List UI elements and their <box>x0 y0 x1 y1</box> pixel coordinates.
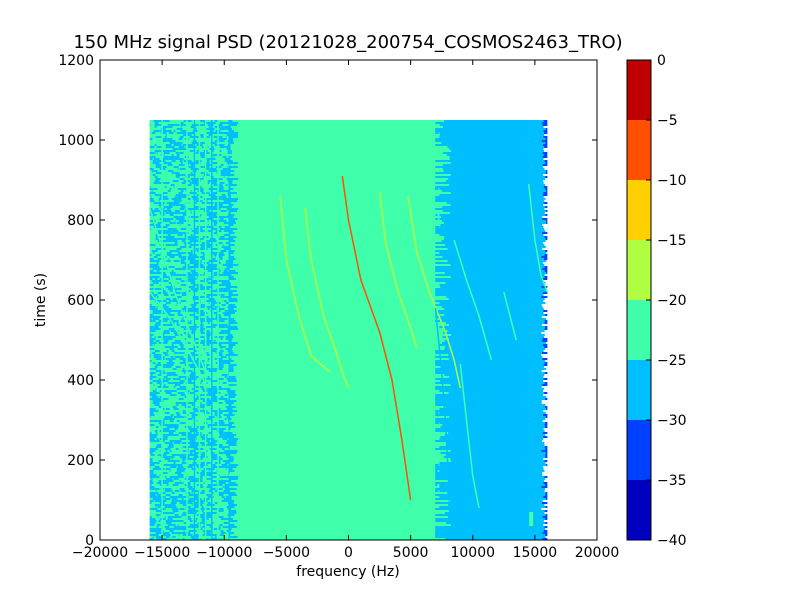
signal-spot <box>529 512 534 526</box>
signal-trace <box>527 183 548 293</box>
spectrum-region <box>230 120 440 540</box>
y-tick-label: 400 <box>67 373 94 389</box>
colorbar-tick-label: −25 <box>657 353 687 369</box>
y-axis: 0 200 400 600 800 1000 1200 <box>58 53 597 549</box>
signal-trace <box>459 363 480 509</box>
x-axis: −20000 −15000 −10000 −5000 0 5000 10000 15000 20… <box>72 60 619 561</box>
y-axis-label: time (s) <box>33 273 49 327</box>
heatmap-layer <box>148 120 548 540</box>
signal-trace <box>378 191 418 349</box>
colorbar-segment <box>627 300 651 360</box>
colorbar-segment <box>627 180 651 240</box>
y-tick-label: 600 <box>67 293 94 309</box>
signal-trace <box>503 291 517 341</box>
colorbar-segment <box>627 60 651 120</box>
signal-trace <box>279 195 331 373</box>
signal-trace <box>407 195 462 389</box>
x-tick-label: 10000 <box>450 545 495 561</box>
colorbar-tick-label: −10 <box>657 173 687 189</box>
colorbar-tick-label: 0 <box>657 53 666 69</box>
x-tick-label: 20000 <box>575 545 620 561</box>
y-tick-label: 1000 <box>58 133 94 149</box>
spectrum-region <box>439 120 548 540</box>
x-tick-label: −15000 <box>134 545 190 561</box>
colorbar-segment <box>627 240 651 300</box>
colorbar-tick-label: −30 <box>657 413 687 429</box>
colorbar-segment <box>627 360 651 420</box>
x-tick-label: −10000 <box>196 545 252 561</box>
colorbar-tick-label: −35 <box>657 473 687 489</box>
colorbar-tick-label: −15 <box>657 233 687 249</box>
plot-area: −20000 −15000 −10000 −5000 0 5000 10000 15000 20… <box>58 53 619 561</box>
colorbar: −40 −35 −30 −25 −20 −15 −10 −5 0 <box>626 53 687 549</box>
signal-trace <box>149 291 207 385</box>
colorbar-tick-label: −5 <box>657 113 678 129</box>
colorbar-tick-label: −20 <box>657 293 687 309</box>
x-tick-label: −5000 <box>263 545 310 561</box>
y-tick-label: 1200 <box>58 53 94 69</box>
signal-trace <box>304 207 350 389</box>
y-tick-label: 0 <box>85 533 94 549</box>
y-tick-label: 200 <box>67 453 94 469</box>
chart-title: 150 MHz signal PSD (20121028_200754_COSM… <box>73 32 622 53</box>
x-tick-label: 15000 <box>513 545 558 561</box>
colorbar-segment <box>627 480 651 540</box>
x-tick-label: 5000 <box>393 545 429 561</box>
signal-trace <box>341 175 412 501</box>
edge-texture <box>228 120 239 540</box>
signal-trace <box>434 307 452 525</box>
y-tick-label: 800 <box>67 213 94 229</box>
x-axis-label: frequency (Hz) <box>296 564 399 580</box>
colorbar-segment <box>627 420 651 480</box>
x-tick-label: −20000 <box>72 545 128 561</box>
colorbar-tick-label: −40 <box>657 533 687 549</box>
signal-trace <box>453 239 493 361</box>
colorbar-segment <box>627 120 651 180</box>
x-tick-label: 0 <box>344 545 353 561</box>
signal-trace <box>148 207 207 373</box>
